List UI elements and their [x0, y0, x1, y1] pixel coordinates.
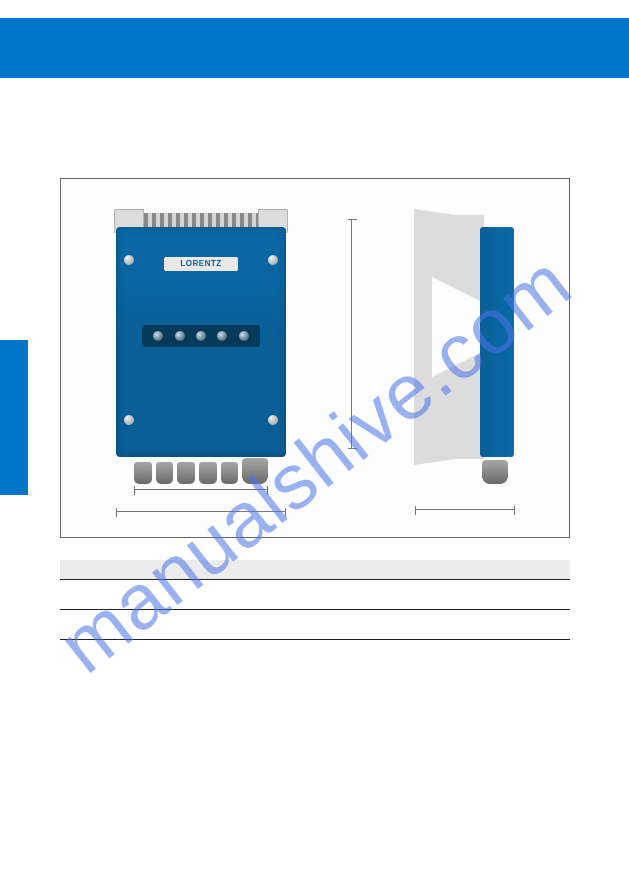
dimension-depth [415, 509, 515, 510]
dimension-height [351, 219, 352, 449]
led-icon [153, 331, 163, 341]
gland-icon [199, 462, 217, 484]
led-icon [217, 331, 227, 341]
led-panel [142, 325, 260, 347]
brand-label: LORENTZ [164, 257, 238, 271]
screw-icon [268, 255, 278, 265]
screw-icon [124, 415, 134, 425]
screw-icon [268, 415, 278, 425]
led-icon [239, 331, 249, 341]
gland-icon [134, 462, 152, 484]
led-icon [196, 331, 206, 341]
mount-bracket-side [414, 215, 484, 459]
screw-icon [124, 255, 134, 265]
gland-icon [177, 462, 195, 484]
gland-icon [156, 462, 174, 484]
device-front-view: LORENTZ [116, 209, 286, 484]
header-bar [0, 18, 629, 78]
dimension-inner-width [134, 489, 268, 490]
spec-table [60, 560, 570, 640]
led-icon [175, 331, 185, 341]
gland-icon [221, 462, 239, 484]
device-front-body: LORENTZ [116, 227, 286, 457]
figure-frame: LORENTZ [60, 178, 570, 538]
gland-large-icon [242, 458, 268, 484]
side-accent-bar [0, 340, 28, 495]
device-side-body [480, 227, 514, 457]
table-header-row [60, 560, 570, 580]
cable-glands [134, 460, 268, 484]
dimension-outer-width [116, 511, 286, 512]
device-side-view [414, 209, 514, 484]
table-row [60, 580, 570, 610]
table-row [60, 610, 570, 640]
gland-side-icon [482, 460, 508, 484]
